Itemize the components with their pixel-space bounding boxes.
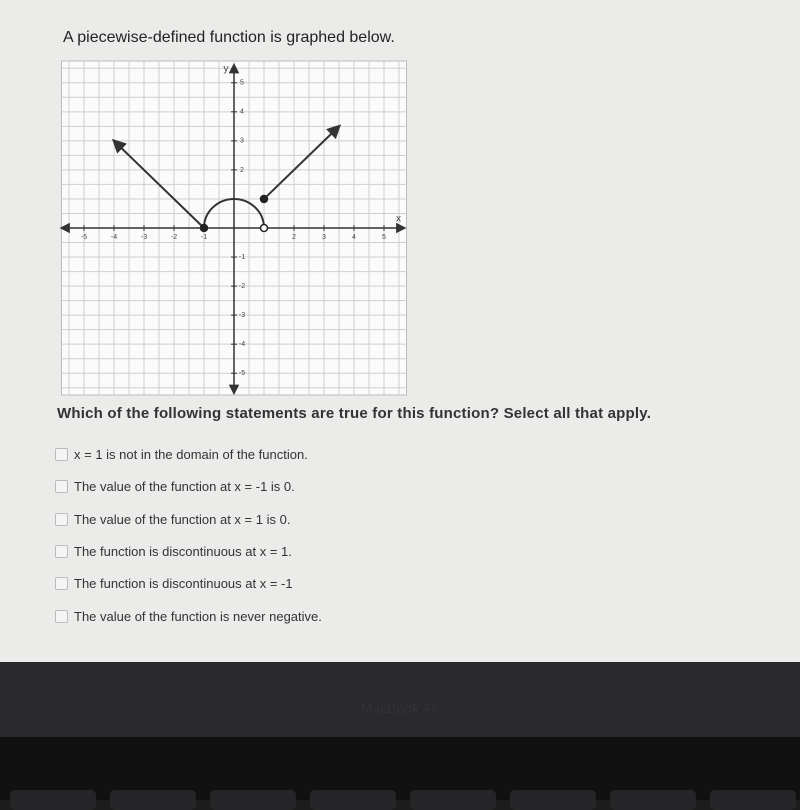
option-text[interactable]: x = 1 is not in the domain of the functi… xyxy=(74,447,308,462)
closed-point xyxy=(259,194,269,204)
y-tick-label: -5 xyxy=(239,370,245,377)
open-point xyxy=(259,223,269,233)
key xyxy=(110,790,196,810)
option: The value of the function is never negat… xyxy=(55,609,322,624)
function-piece xyxy=(111,138,205,229)
key xyxy=(10,790,96,810)
screen: A piecewise-defined function is graphed … xyxy=(0,0,800,662)
device-label: MacBook Air xyxy=(360,700,440,716)
option: The value of the function at x = -1 is 0… xyxy=(55,479,295,494)
option-text[interactable]: The value of the function at x = -1 is 0… xyxy=(74,479,295,495)
checkbox[interactable] xyxy=(55,609,68,623)
x-axis-label: x xyxy=(396,214,401,225)
option: The value of the function at x = 1 is 0. xyxy=(55,512,290,527)
option-text[interactable]: The function is discontinuous at x = -1 xyxy=(74,576,293,592)
y-tick-label: 3 xyxy=(240,138,244,145)
option: The function is discontinuous at x = 1. xyxy=(55,544,292,559)
x-tick-label: -1 xyxy=(201,234,207,241)
x-tick-label: 2 xyxy=(292,234,296,241)
closed-point xyxy=(199,223,209,233)
function-piece xyxy=(203,198,265,229)
checkbox[interactable] xyxy=(55,512,68,526)
y-tick-label: 4 xyxy=(240,109,244,116)
y-tick-label: 2 xyxy=(240,167,244,174)
graph: x y -5 -4 -3 -2 -1 2 3 4 5 5 4 3 2 -1 -2 -3 -4 -5 xyxy=(59,60,407,396)
y-tick-label: -4 xyxy=(239,341,245,348)
option-text[interactable]: The value of the function at x = 1 is 0. xyxy=(74,511,291,527)
y-tick-label: 5 xyxy=(240,80,244,87)
option: x = 1 is not in the domain of the functi… xyxy=(55,447,308,462)
x-tick-label: -4 xyxy=(111,234,117,241)
checkbox[interactable] xyxy=(55,544,68,558)
option: The function is discontinuous at x = -1 xyxy=(55,576,293,591)
key xyxy=(210,790,296,810)
checkbox[interactable] xyxy=(55,577,68,591)
key xyxy=(410,790,496,810)
checkbox[interactable] xyxy=(55,480,68,494)
key xyxy=(610,790,696,810)
x-tick-label: -2 xyxy=(171,234,177,241)
x-tick-label: -3 xyxy=(141,234,147,241)
y-tick-label: -3 xyxy=(239,312,245,319)
key xyxy=(310,790,396,810)
y-axis-label: y xyxy=(224,64,229,75)
prompt: Which of the following statements are tr… xyxy=(57,405,652,422)
function-piece xyxy=(263,124,342,200)
keyboard xyxy=(0,737,800,810)
x-tick-label: 5 xyxy=(382,234,386,241)
y-tick-label: -2 xyxy=(239,283,245,290)
key xyxy=(710,790,796,810)
x-tick-label: 4 xyxy=(352,234,356,241)
x-tick-label: 3 xyxy=(322,234,326,241)
key xyxy=(510,790,596,810)
x-tick-label: -5 xyxy=(81,234,87,241)
bezel xyxy=(0,662,800,737)
question: A piecewise-defined function is graphed … xyxy=(63,29,395,46)
y-tick-label: -1 xyxy=(239,254,245,261)
option-text[interactable]: The function is discontinuous at x = 1. xyxy=(74,543,292,559)
option-text[interactable]: The value of the function is never negat… xyxy=(74,608,322,624)
checkbox[interactable] xyxy=(55,448,68,461)
